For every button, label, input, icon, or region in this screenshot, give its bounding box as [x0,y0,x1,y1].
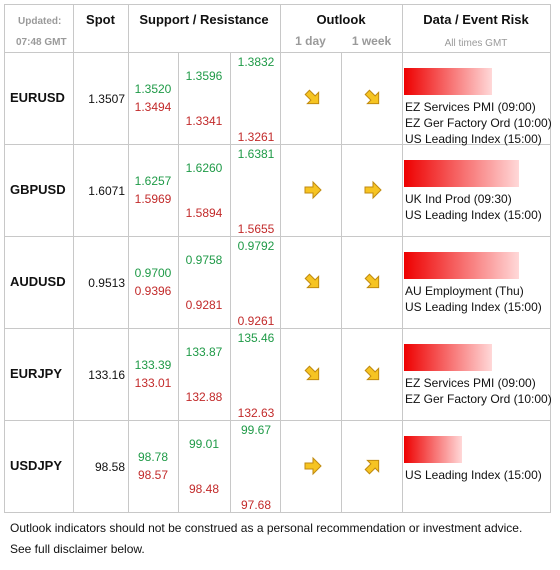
pair-name: EURJPY [10,366,63,381]
resistance-level: 98.78 [137,450,169,464]
updated-label: Updated: [18,16,62,27]
border-line [4,236,550,237]
border-line [73,52,74,512]
border-line [4,4,5,512]
risk-bar [404,436,462,463]
outlook-arrow [364,89,380,105]
updated-time: 07:48 GMT [16,37,67,48]
support-level: 1.3494 [134,100,172,114]
border-line [402,4,403,52]
border-line [73,4,74,52]
outlook-arrow [364,459,380,475]
resistance-level: 1.3596 [185,69,223,83]
outlook-arrow [364,365,380,381]
event: EZ Services PMI (09:00) [405,100,536,114]
outlook-arrow [304,89,320,105]
border-line [4,4,550,5]
border-line [550,4,551,512]
pair-name: USDJPY [10,458,63,473]
support-level: 132.88 [185,390,223,404]
resistance-level: 133.39 [134,358,172,372]
risk-bar [404,68,492,95]
border-line [341,52,342,512]
resistance-level: 99.67 [240,423,272,437]
support-level: 1.3341 [185,114,223,128]
week-header: 1 week [351,34,392,48]
event: EZ Ger Factory Ord (10:00) [405,392,552,406]
risk-bar [404,252,519,279]
pair-name: GBPUSD [10,182,66,197]
event: AU Employment (Thu) [405,284,524,298]
outlook-arrow [304,180,322,200]
support-level: 0.9261 [237,314,275,328]
border-line [4,144,550,145]
outlook-arrow [364,180,382,200]
resistance-level: 133.87 [185,345,223,359]
border-line [280,4,281,52]
spot-price: 1.3507 [88,92,125,106]
support-level: 98.57 [137,468,169,482]
border-line [4,512,551,513]
disclaimer: Outlook indicators should not be constru… [10,521,523,535]
support-level: 1.3261 [237,130,275,144]
event: EZ Services PMI (09:00) [405,376,536,390]
support-level: 132.63 [237,406,275,420]
resistance-level: 0.9792 [237,239,275,253]
outlook-arrow [304,456,322,476]
resistance-level: 1.3832 [237,55,275,69]
resistance-level: 1.3520 [134,82,172,96]
border-line [280,52,281,512]
resistance-level: 99.01 [188,437,220,451]
resistance-level: 1.6257 [134,174,172,188]
sr-header: Support / Resistance [139,12,269,27]
border-line [128,52,129,512]
day-header: 1 day [295,34,326,48]
support-level: 0.9281 [185,298,223,312]
border-line [128,4,129,52]
event: US Leading Index (15:00) [405,132,542,146]
support-level: 1.5655 [237,222,275,236]
event: UK Ind Prod (09:30) [405,192,512,206]
spot-price: 0.9513 [88,276,125,290]
resistance-level: 0.9758 [185,253,223,267]
resistance-level: 135.46 [237,331,275,345]
support-level: 1.5894 [185,206,223,220]
support-level: 97.68 [240,498,272,512]
event: US Leading Index (15:00) [405,300,542,314]
outlook-arrow [304,365,320,381]
event: US Leading Index (15:00) [405,468,542,482]
border-line [4,420,550,421]
spot-price: 133.16 [88,368,125,382]
disclaimer: See full disclaimer below. [10,542,145,556]
spot-price: 98.58 [94,460,125,474]
risk-header: Data / Event Risk [423,12,529,27]
event: EZ Ger Factory Ord (10:00) [405,116,552,130]
risk-bar [404,160,519,187]
event: US Leading Index (15:00) [405,208,542,222]
spot-price: 1.6071 [88,184,125,198]
border-line [178,52,179,512]
border-line [4,52,550,53]
pair-name: AUDUSD [10,274,66,289]
outlook-header: Outlook [316,12,366,27]
outlook-arrow [304,273,320,289]
resistance-level: 1.6381 [237,147,275,161]
support-level: 0.9396 [134,284,172,298]
support-level: 98.48 [188,482,220,496]
resistance-level: 0.9700 [134,266,172,280]
support-level: 1.5969 [134,192,172,206]
risk-bar [404,344,492,371]
outlook-arrow [364,273,380,289]
resistance-level: 1.6260 [185,161,223,175]
support-level: 133.01 [134,376,172,390]
border-line [4,328,550,329]
spot-header: Spot [86,12,115,27]
pair-name: EURUSD [10,90,65,105]
border-line [402,52,403,512]
border-line [230,52,231,512]
times-note: All times GMT [444,38,508,49]
